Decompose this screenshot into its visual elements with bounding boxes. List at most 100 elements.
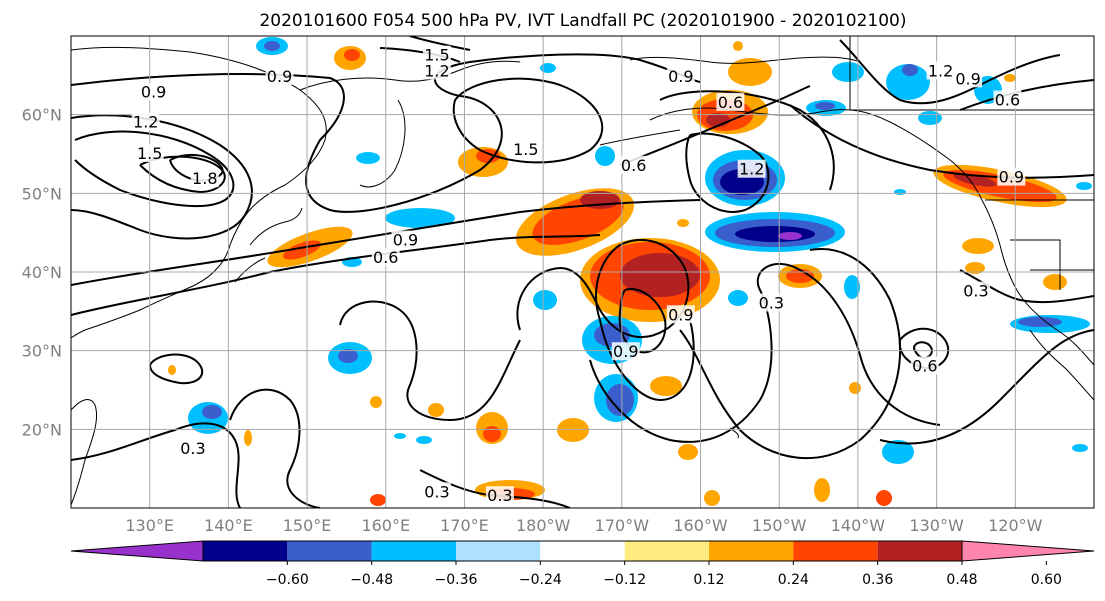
shade-blob <box>264 41 280 51</box>
shade-blob <box>428 403 444 417</box>
shade-blob <box>370 494 386 506</box>
shade-blob <box>886 64 930 100</box>
contour-label: 0.6 <box>718 93 743 112</box>
colorbar-tick-label: 0.60 <box>1031 572 1062 588</box>
coastline-japan <box>249 207 303 246</box>
colorbar-segment <box>624 541 709 561</box>
coastline-alaska-na <box>649 107 1094 366</box>
lon-tick-label: 140°W <box>831 516 886 535</box>
shade-blob <box>1004 74 1016 82</box>
colorbar-tick-label: −0.48 <box>350 572 393 588</box>
contour-label: 0.6 <box>912 356 937 375</box>
contour-label: 0.9 <box>141 83 166 102</box>
coastline-japan-south <box>234 257 266 283</box>
lat-tick-label: 40°N <box>22 263 62 282</box>
shade-blob <box>483 426 501 442</box>
coastline-kamchatka <box>359 99 406 188</box>
contour-label: 0.3 <box>963 282 988 301</box>
shade-blob <box>394 433 406 439</box>
contour-line <box>879 329 1094 445</box>
colorbar-segment <box>287 541 372 561</box>
contour-label-bg <box>997 167 1026 186</box>
lon-tick-label: 130°W <box>909 516 964 535</box>
contour-label-bg <box>993 90 1022 109</box>
colorbar-tick-label: 0.48 <box>946 572 977 588</box>
figure-title: 2020101600 F054 500 hPa PV, IVT Landfall… <box>259 11 906 31</box>
contour-label: 1.8 <box>192 169 217 188</box>
contour-line <box>959 269 1094 304</box>
contour-line <box>789 104 1094 179</box>
contour-label: 0.9 <box>668 305 693 324</box>
coastline-alaska-north <box>629 56 861 64</box>
shade-blob <box>1076 182 1092 190</box>
shade-blob <box>778 232 802 240</box>
contour-label: 1.5 <box>137 144 162 163</box>
shade-blob <box>815 102 835 110</box>
colorbar-segment <box>203 541 288 561</box>
shade-blob <box>244 430 252 446</box>
lon-tick-label: 120°W <box>988 516 1043 535</box>
shade-blob <box>876 490 892 506</box>
shade-blob <box>650 376 682 396</box>
colorbar-segment <box>793 541 878 561</box>
lat-tick-label: 30°N <box>22 342 62 361</box>
shade-blob <box>735 226 815 242</box>
colorbar-tick-label: 0.36 <box>862 572 893 588</box>
contour-label: 0.9 <box>393 231 418 250</box>
shade-blob <box>728 290 748 306</box>
contour-line <box>229 388 321 508</box>
contour-line <box>589 263 941 443</box>
contour-line <box>339 300 521 422</box>
contour-label: 1.2 <box>424 61 449 80</box>
colorbar-segment <box>540 541 625 561</box>
contour-line <box>71 53 701 213</box>
latitude-tick-labels: 20°N 30°N 40°N 50°N 60°N <box>22 106 62 440</box>
contour-label-bg <box>611 342 640 361</box>
contour-line <box>149 353 204 385</box>
contour-label: 0.9 <box>267 67 292 86</box>
contour-label-bg <box>190 169 219 188</box>
contour-label: 0.3 <box>424 482 449 501</box>
contour-label: 0.6 <box>621 156 646 175</box>
contour-label: 0.3 <box>759 293 784 312</box>
shade-blob <box>678 444 698 460</box>
contour-labels: 0.91.51.20.91.21.51.81.50.90.60.90.61.20… <box>131 45 1026 505</box>
contour-line <box>685 132 770 213</box>
contour-line <box>516 239 695 402</box>
contour-label-bg <box>716 92 745 111</box>
contour-label: 1.5 <box>424 46 449 65</box>
map-frame <box>70 35 1095 509</box>
colorbar-tick-label: 0.12 <box>693 572 724 588</box>
shade-blob <box>814 478 830 502</box>
colorbar-tick-label: −0.12 <box>603 572 646 588</box>
contour-label: 0.6 <box>995 91 1020 110</box>
contour-label-bg <box>954 69 983 88</box>
contour-label-bg <box>139 82 168 101</box>
shade-blob <box>356 152 380 164</box>
contour-label: 0.9 <box>999 168 1024 187</box>
contour-label-bg <box>422 45 451 64</box>
lon-tick-label: 160°W <box>673 516 728 535</box>
contour-line <box>839 39 1061 105</box>
contour-label-bg <box>619 155 648 174</box>
colorbar-tick-label: −0.36 <box>435 572 478 588</box>
shade-blob <box>704 490 720 506</box>
coastline-asia-north <box>299 60 521 91</box>
coastline-baja <box>1029 329 1094 401</box>
contour-label-bg <box>178 439 207 457</box>
shade-blob <box>606 384 634 416</box>
colorbar-outline <box>202 540 963 562</box>
shade-blob <box>953 173 997 187</box>
shade-blob <box>202 405 222 419</box>
contour-label-bg <box>757 293 786 312</box>
colorbar: −0.60 −0.48 −0.36 −0.24 −0.12 0.12 0.24 0.36 0.4… <box>70 540 1095 588</box>
contour-line <box>618 288 667 354</box>
contour-label: 0.9 <box>613 342 638 361</box>
colorbar-tick-label: −0.60 <box>266 572 309 588</box>
contour-line <box>409 36 471 51</box>
colorbar-tick-label: 0.24 <box>778 572 809 588</box>
shade-blob <box>168 365 176 375</box>
coastlines <box>71 36 1094 506</box>
lon-tick-label: 150°E <box>283 516 332 535</box>
borders-us-states <box>1010 239 1094 290</box>
